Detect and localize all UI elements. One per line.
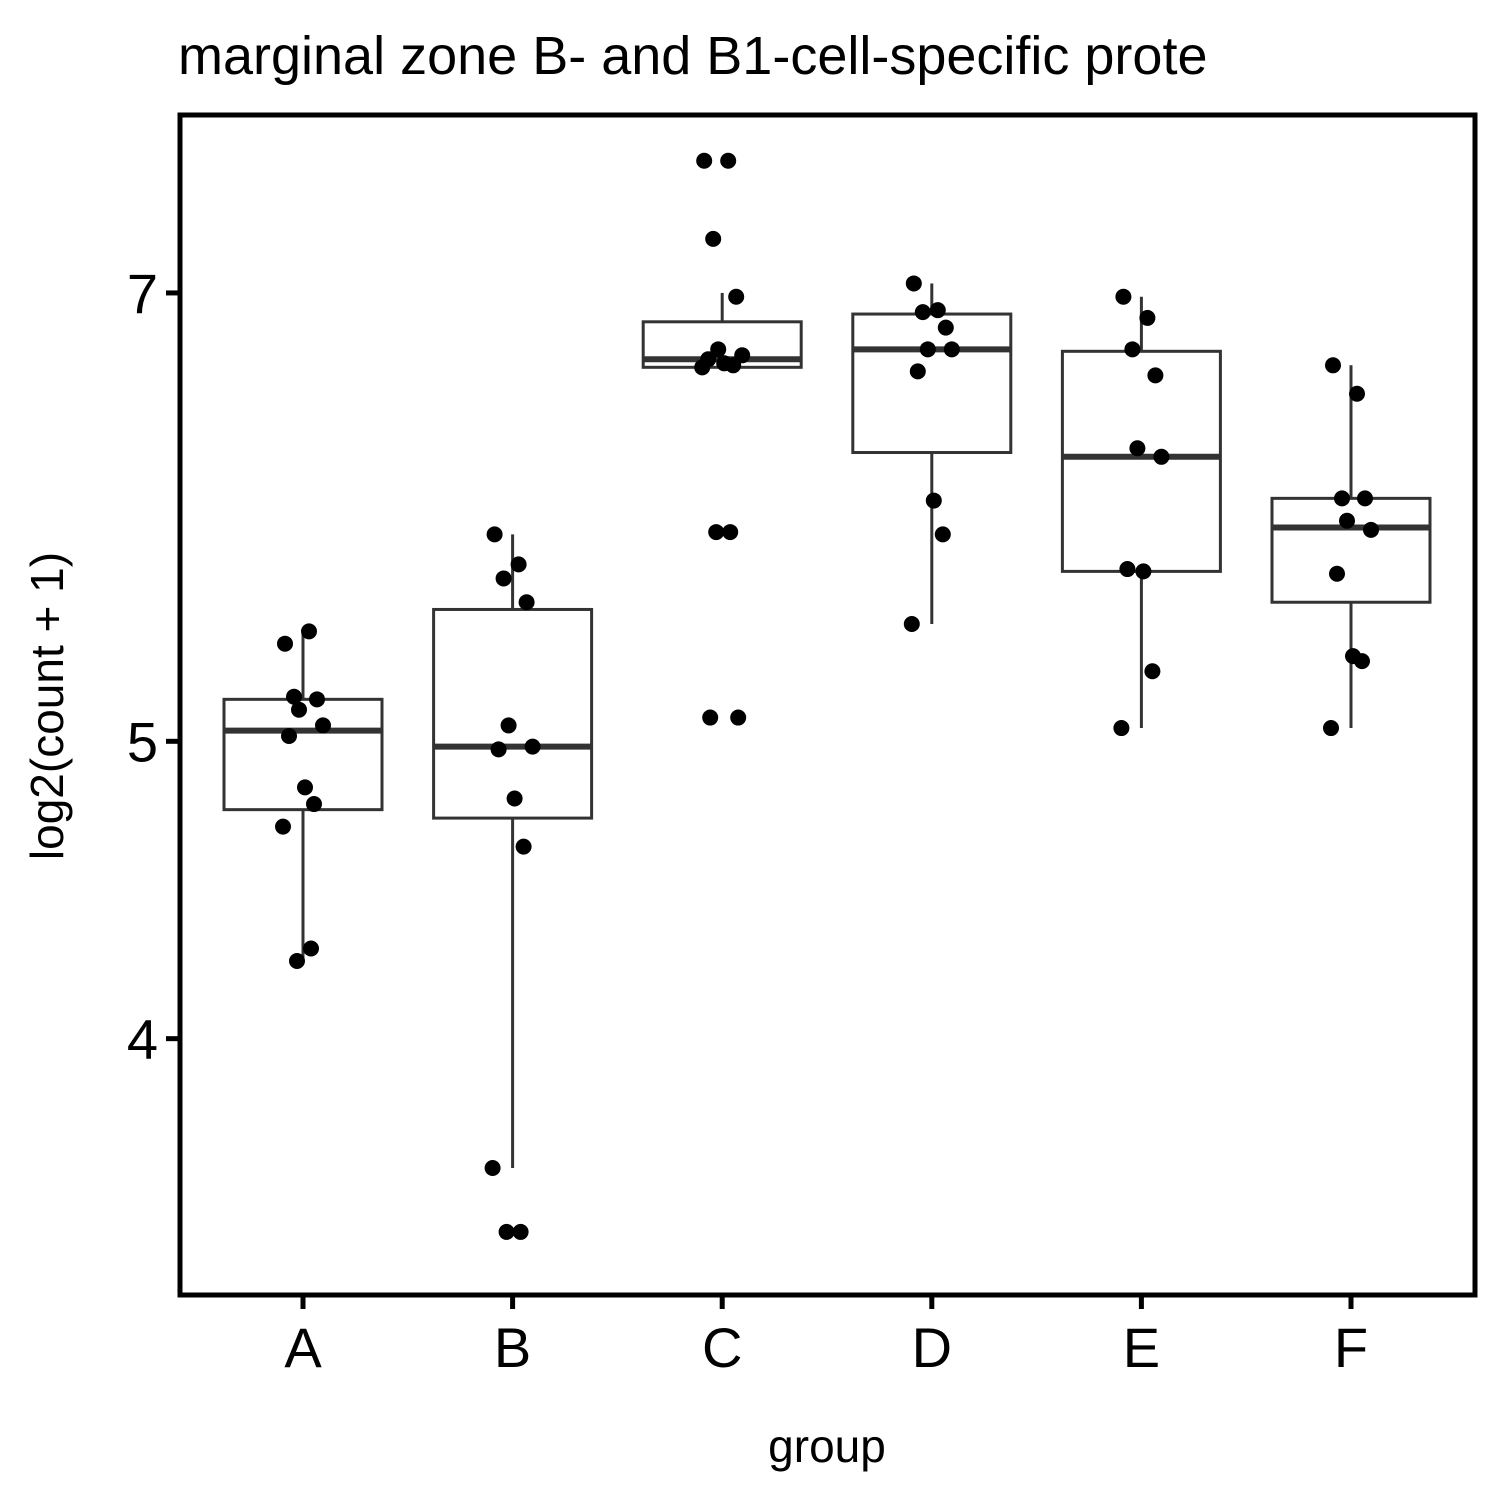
data-point-a	[301, 623, 317, 640]
data-point-d	[905, 275, 922, 292]
data-point-a	[315, 717, 331, 734]
data-point-c	[694, 359, 711, 376]
data-point-b	[498, 1223, 515, 1240]
axes: 4 5 7 A B C D E F	[127, 262, 1368, 1379]
data-point-d	[943, 341, 960, 358]
data-point-c	[702, 709, 719, 726]
box-d	[851, 312, 1013, 455]
data-point-a	[275, 818, 291, 835]
data-point-f	[1329, 565, 1345, 582]
y-tick-label: 7	[127, 262, 158, 325]
data-point-b	[515, 838, 532, 855]
data-point-c	[728, 288, 745, 305]
box-b	[432, 607, 594, 820]
data-point-a	[297, 779, 313, 796]
data-point-d	[914, 304, 931, 321]
data-point-e	[1147, 367, 1164, 384]
data-point-d	[903, 616, 920, 633]
data-point-a	[291, 701, 307, 718]
data-point-c	[705, 230, 722, 247]
data-point-b	[495, 570, 512, 587]
data-point-e	[1139, 309, 1156, 326]
y-tick-label: 4	[127, 1008, 158, 1071]
data-point-a	[281, 727, 297, 744]
data-point-f	[1357, 490, 1373, 507]
data-point-b	[486, 526, 503, 543]
data-point-c	[696, 152, 713, 169]
data-point-e	[1113, 720, 1130, 737]
data-point-b	[524, 738, 541, 755]
data-point-b	[484, 1159, 501, 1176]
data-point-c	[710, 341, 727, 358]
data-point-b	[490, 741, 507, 758]
data-point-f	[1325, 357, 1341, 374]
data-point-a	[286, 688, 302, 705]
x-axis-title: group	[768, 1420, 886, 1472]
data-point-a	[289, 953, 305, 970]
data-point-b	[506, 790, 523, 807]
data-point-a	[277, 635, 293, 652]
x-tick-label: B	[494, 1316, 531, 1379]
data-point-f	[1339, 512, 1355, 529]
data-point-c	[720, 152, 737, 169]
box-e	[1060, 349, 1222, 573]
data-point-d	[909, 363, 926, 380]
x-tick-label: C	[702, 1316, 742, 1379]
chart-title: marginal zone B- and B1-cell-specific pr…	[178, 26, 1207, 86]
x-tick-label: A	[284, 1316, 322, 1379]
data-point-f	[1354, 653, 1370, 670]
data-point-e	[1115, 288, 1132, 305]
data-point-f	[1349, 385, 1365, 402]
data-point-d	[934, 526, 951, 543]
data-point-f	[1363, 521, 1379, 538]
x-tick-label: D	[912, 1316, 952, 1379]
data-point-b	[512, 1223, 529, 1240]
data-point-a	[306, 796, 322, 813]
box-f	[1270, 496, 1432, 604]
data-point-b	[500, 717, 517, 734]
data-point-d	[937, 319, 954, 336]
x-tick-label: E	[1123, 1316, 1160, 1379]
data-point-a	[309, 691, 325, 708]
data-point-e	[1144, 663, 1161, 680]
data-point-c	[730, 709, 747, 726]
plot-frame	[177, 112, 1478, 1298]
data-point-d	[919, 341, 936, 358]
data-point-c	[722, 524, 739, 541]
data-point-a	[303, 940, 319, 957]
data-point-b	[510, 556, 527, 573]
y-tick-label: 5	[127, 710, 158, 773]
x-tick-label: F	[1334, 1316, 1368, 1379]
data-point-e	[1124, 341, 1141, 358]
data-point-e	[1119, 561, 1136, 578]
data-point-e	[1129, 440, 1146, 457]
data-point-b	[518, 594, 535, 611]
data-point-d	[925, 492, 942, 509]
data-point-f	[1323, 720, 1339, 737]
y-axis-title: log2(count + 1)	[21, 552, 73, 860]
plot-area	[222, 152, 1432, 1240]
data-point-c	[725, 357, 742, 374]
data-point-e	[1135, 563, 1152, 580]
data-point-f	[1334, 490, 1350, 507]
data-point-d	[929, 302, 946, 319]
data-point-c	[708, 524, 725, 541]
data-point-e	[1153, 448, 1170, 465]
